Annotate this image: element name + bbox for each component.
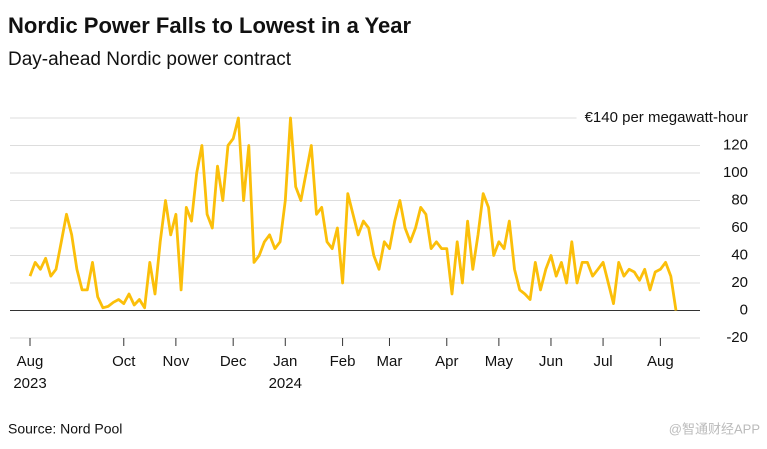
y-tick-label: 20 — [731, 274, 748, 291]
x-tick-label: Jan 2024 — [269, 353, 302, 392]
x-tick-label: Dec — [220, 353, 247, 370]
y-tick-label: €140 per megawatt-hour — [585, 109, 748, 126]
x-tick-label: May — [485, 353, 514, 370]
x-tick-label: Mar — [377, 353, 403, 370]
y-tick-label: 120 — [723, 136, 748, 153]
y-tick-label: 80 — [731, 191, 748, 208]
y-tick-label: -20 — [726, 329, 748, 346]
y-tick-label: 60 — [731, 219, 748, 236]
x-tick-label: Nov — [163, 353, 190, 370]
watermark: @智通财经APP — [669, 421, 760, 436]
source: Source: Nord Pool — [8, 421, 122, 437]
x-tick-label: Feb — [330, 353, 356, 370]
chart-subtitle: Day-ahead Nordic power contract — [8, 49, 292, 70]
chart-title: Nordic Power Falls to Lowest in a Year — [8, 13, 411, 38]
x-tick-label: Jul — [593, 353, 612, 370]
y-tick-label: 40 — [731, 246, 748, 263]
x-tick-label: Aug 2023 — [13, 353, 46, 392]
x-tick-label: Jun — [539, 353, 563, 370]
y-tick-label: 0 — [740, 301, 748, 318]
x-tick-label: Apr — [435, 353, 458, 370]
x-tick-label: Oct — [112, 353, 136, 370]
x-tick-label: Aug — [647, 353, 674, 370]
grid — [10, 117, 700, 339]
y-tick-label: 100 — [723, 164, 748, 181]
line-series — [28, 116, 678, 311]
